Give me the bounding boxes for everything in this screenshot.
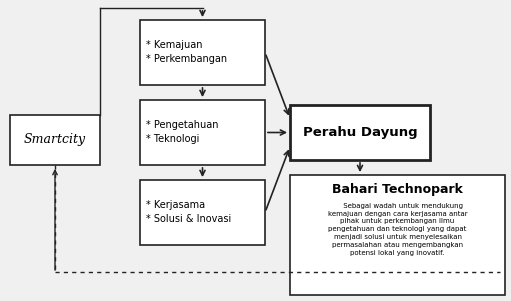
Bar xyxy=(290,105,430,160)
Bar xyxy=(140,180,265,245)
Text: * Kerjasama
* Solusi & Inovasi: * Kerjasama * Solusi & Inovasi xyxy=(146,200,231,225)
Bar xyxy=(10,115,100,165)
Text: * Kemajuan
* Perkembangan: * Kemajuan * Perkembangan xyxy=(146,41,227,64)
Text: Perahu Dayung: Perahu Dayung xyxy=(303,126,417,139)
Text: Bahari Technopark: Bahari Technopark xyxy=(332,182,463,196)
Text: Sebagai wadah untuk mendukung
kemajuan dengan cara kerjasama antar
pihak untuk p: Sebagai wadah untuk mendukung kemajuan d… xyxy=(328,203,468,256)
Text: * Pengetahuan
* Teknologi: * Pengetahuan * Teknologi xyxy=(146,120,219,144)
Bar xyxy=(290,175,505,295)
Bar xyxy=(140,100,265,165)
Text: Smartcity: Smartcity xyxy=(24,134,86,147)
Bar xyxy=(140,20,265,85)
